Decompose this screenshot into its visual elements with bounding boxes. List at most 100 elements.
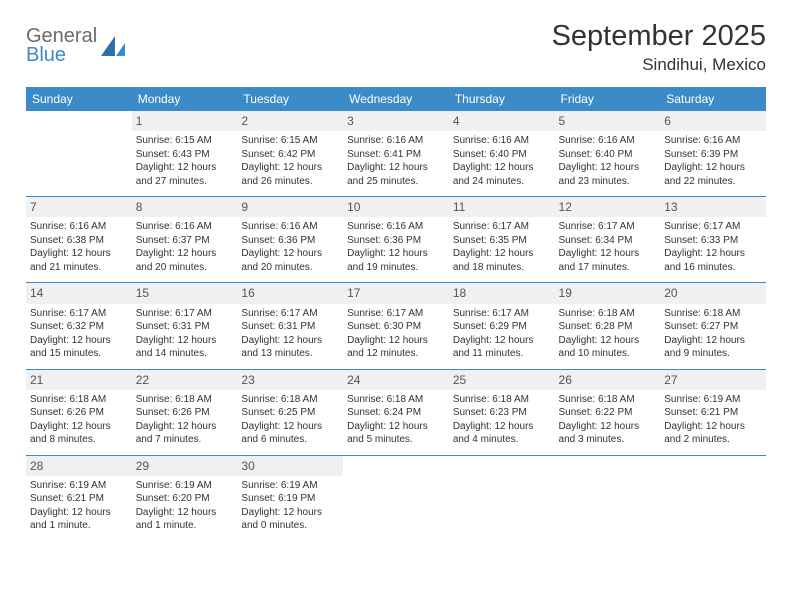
daylight-line: and 26 minutes.	[241, 175, 339, 189]
daylight-line: and 15 minutes.	[30, 347, 128, 361]
daylight-line: Daylight: 12 hours	[241, 420, 339, 434]
sunset-line: Sunset: 6:21 PM	[30, 492, 128, 506]
day-number: 16	[237, 283, 343, 303]
day-cell: 25Sunrise: 6:18 AMSunset: 6:23 PMDayligh…	[449, 370, 555, 456]
sunrise-line: Sunrise: 6:17 AM	[453, 220, 551, 234]
sunset-line: Sunset: 6:35 PM	[453, 234, 551, 248]
daylight-line: and 20 minutes.	[136, 261, 234, 275]
daylight-line: and 6 minutes.	[241, 433, 339, 447]
daylight-line: Daylight: 12 hours	[347, 420, 445, 434]
day-cell	[660, 456, 766, 541]
dow-sunday: Sunday	[26, 87, 132, 111]
daylight-line: Daylight: 12 hours	[347, 247, 445, 261]
day-number: 9	[237, 197, 343, 217]
day-number: 23	[237, 370, 343, 390]
day-number	[343, 456, 449, 476]
sunset-line: Sunset: 6:31 PM	[241, 320, 339, 334]
daylight-line: Daylight: 12 hours	[30, 506, 128, 520]
day-cell: 2Sunrise: 6:15 AMSunset: 6:42 PMDaylight…	[237, 111, 343, 197]
sunset-line: Sunset: 6:40 PM	[559, 148, 657, 162]
sunset-line: Sunset: 6:28 PM	[559, 320, 657, 334]
day-cell: 27Sunrise: 6:19 AMSunset: 6:21 PMDayligh…	[660, 370, 766, 456]
daylight-line: Daylight: 12 hours	[347, 334, 445, 348]
sunset-line: Sunset: 6:22 PM	[559, 406, 657, 420]
day-number: 14	[26, 283, 132, 303]
sunset-line: Sunset: 6:39 PM	[664, 148, 762, 162]
day-number: 7	[26, 197, 132, 217]
sunrise-line: Sunrise: 6:15 AM	[241, 134, 339, 148]
day-cell: 30Sunrise: 6:19 AMSunset: 6:19 PMDayligh…	[237, 456, 343, 541]
day-number: 11	[449, 197, 555, 217]
day-number: 3	[343, 111, 449, 131]
day-cell: 20Sunrise: 6:18 AMSunset: 6:27 PMDayligh…	[660, 283, 766, 369]
sunrise-line: Sunrise: 6:18 AM	[30, 393, 128, 407]
sunrise-line: Sunrise: 6:19 AM	[136, 479, 234, 493]
daylight-line: Daylight: 12 hours	[453, 161, 551, 175]
sunrise-line: Sunrise: 6:16 AM	[347, 134, 445, 148]
daylight-line: Daylight: 12 hours	[136, 334, 234, 348]
daylight-line: Daylight: 12 hours	[241, 506, 339, 520]
calendar-page: General Blue September 2025 Sindihui, Me…	[0, 0, 792, 561]
sunrise-line: Sunrise: 6:18 AM	[347, 393, 445, 407]
sunset-line: Sunset: 6:24 PM	[347, 406, 445, 420]
title-block: September 2025 Sindihui, Mexico	[552, 20, 766, 75]
daylight-line: Daylight: 12 hours	[347, 161, 445, 175]
sunset-line: Sunset: 6:43 PM	[136, 148, 234, 162]
sunset-line: Sunset: 6:19 PM	[241, 492, 339, 506]
daylight-line: Daylight: 12 hours	[30, 247, 128, 261]
daylight-line: Daylight: 12 hours	[241, 334, 339, 348]
brand-text: General Blue	[26, 26, 97, 65]
dow-row: Sunday Monday Tuesday Wednesday Thursday…	[26, 87, 766, 111]
day-cell: 8Sunrise: 6:16 AMSunset: 6:37 PMDaylight…	[132, 197, 238, 283]
location: Sindihui, Mexico	[552, 55, 766, 75]
day-number: 4	[449, 111, 555, 131]
dow-thursday: Thursday	[449, 87, 555, 111]
sunrise-line: Sunrise: 6:16 AM	[347, 220, 445, 234]
sunset-line: Sunset: 6:38 PM	[30, 234, 128, 248]
day-cell	[449, 456, 555, 541]
day-number: 12	[555, 197, 661, 217]
week-row: 1Sunrise: 6:15 AMSunset: 6:43 PMDaylight…	[26, 111, 766, 197]
sunrise-line: Sunrise: 6:19 AM	[30, 479, 128, 493]
sunset-line: Sunset: 6:34 PM	[559, 234, 657, 248]
daylight-line: and 13 minutes.	[241, 347, 339, 361]
daylight-line: Daylight: 12 hours	[664, 247, 762, 261]
sunrise-line: Sunrise: 6:17 AM	[664, 220, 762, 234]
day-cell: 10Sunrise: 6:16 AMSunset: 6:36 PMDayligh…	[343, 197, 449, 283]
day-number: 20	[660, 283, 766, 303]
sunrise-line: Sunrise: 6:17 AM	[136, 307, 234, 321]
day-number: 30	[237, 456, 343, 476]
daylight-line: Daylight: 12 hours	[664, 420, 762, 434]
daylight-line: Daylight: 12 hours	[136, 161, 234, 175]
daylight-line: and 1 minute.	[30, 519, 128, 533]
sunrise-line: Sunrise: 6:16 AM	[559, 134, 657, 148]
brand-line2: Blue	[26, 45, 97, 65]
calendar-table: Sunday Monday Tuesday Wednesday Thursday…	[26, 87, 766, 541]
sunrise-line: Sunrise: 6:17 AM	[347, 307, 445, 321]
week-row: 21Sunrise: 6:18 AMSunset: 6:26 PMDayligh…	[26, 370, 766, 456]
day-cell: 13Sunrise: 6:17 AMSunset: 6:33 PMDayligh…	[660, 197, 766, 283]
day-cell: 11Sunrise: 6:17 AMSunset: 6:35 PMDayligh…	[449, 197, 555, 283]
day-number: 2	[237, 111, 343, 131]
week-row: 7Sunrise: 6:16 AMSunset: 6:38 PMDaylight…	[26, 197, 766, 283]
daylight-line: and 9 minutes.	[664, 347, 762, 361]
sunset-line: Sunset: 6:40 PM	[453, 148, 551, 162]
day-number: 6	[660, 111, 766, 131]
month-title: September 2025	[552, 20, 766, 53]
day-cell: 17Sunrise: 6:17 AMSunset: 6:30 PMDayligh…	[343, 283, 449, 369]
daylight-line: Daylight: 12 hours	[559, 420, 657, 434]
day-cell: 29Sunrise: 6:19 AMSunset: 6:20 PMDayligh…	[132, 456, 238, 541]
daylight-line: and 1 minute.	[136, 519, 234, 533]
day-number	[26, 111, 132, 131]
day-number: 18	[449, 283, 555, 303]
sunrise-line: Sunrise: 6:15 AM	[136, 134, 234, 148]
day-cell: 15Sunrise: 6:17 AMSunset: 6:31 PMDayligh…	[132, 283, 238, 369]
day-cell: 28Sunrise: 6:19 AMSunset: 6:21 PMDayligh…	[26, 456, 132, 541]
sunset-line: Sunset: 6:26 PM	[30, 406, 128, 420]
day-cell	[555, 456, 661, 541]
daylight-line: Daylight: 12 hours	[559, 334, 657, 348]
sunset-line: Sunset: 6:41 PM	[347, 148, 445, 162]
day-cell	[26, 111, 132, 197]
day-number: 5	[555, 111, 661, 131]
day-cell: 14Sunrise: 6:17 AMSunset: 6:32 PMDayligh…	[26, 283, 132, 369]
